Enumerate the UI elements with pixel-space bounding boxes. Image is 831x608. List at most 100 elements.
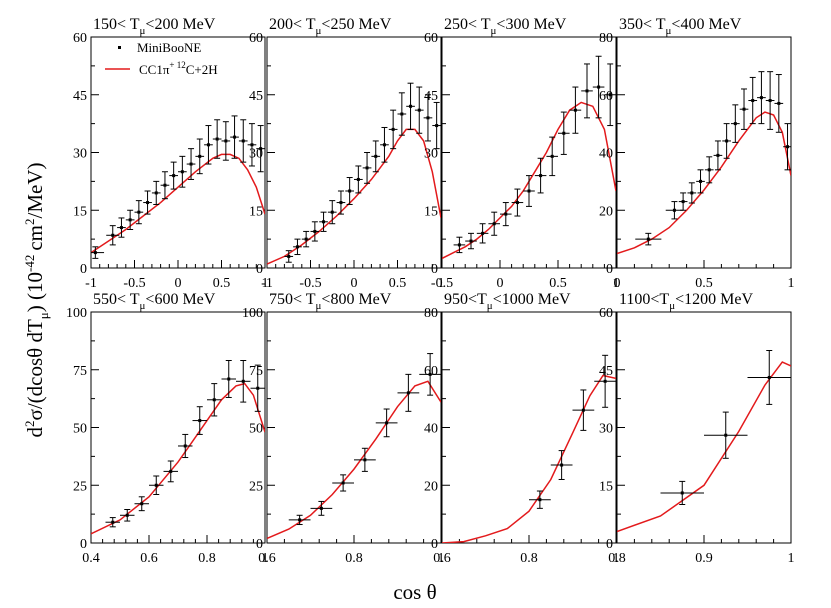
y-tick-label: 0	[606, 262, 613, 277]
panel-title: 150< Tμ<200 MeV	[93, 16, 216, 37]
y-tick-label: 0	[80, 537, 87, 552]
data-point	[660, 480, 704, 505]
data-marker	[426, 116, 430, 120]
data-marker	[724, 433, 728, 437]
data-point	[696, 169, 705, 194]
y-tick-label: 0	[431, 537, 438, 552]
panel-title: 750< Tμ<800 MeV	[269, 291, 392, 312]
data-point	[635, 232, 662, 246]
data-marker	[250, 143, 254, 147]
data-marker	[140, 502, 144, 506]
x-tick-label: 1	[438, 276, 445, 291]
x-tick-label: -0.5	[431, 276, 453, 291]
y-tick-label: 25	[73, 479, 87, 494]
data-marker	[128, 218, 132, 222]
data-point	[221, 360, 236, 398]
data-marker	[581, 408, 585, 412]
y-tick-label: 30	[424, 147, 438, 162]
data-marker	[259, 147, 263, 151]
data-marker	[169, 469, 173, 473]
data-marker	[304, 237, 308, 241]
data-point	[488, 211, 500, 236]
x-tick-label: 0.6	[140, 551, 158, 566]
data-point	[186, 148, 196, 180]
x-tick-label: 0	[614, 276, 621, 291]
y-tick-label: 100	[66, 306, 87, 321]
data-marker	[699, 179, 703, 183]
data-point	[117, 217, 126, 238]
y-tick-label: 50	[73, 422, 87, 437]
data-marker	[759, 96, 763, 100]
y-tick-label: 15	[73, 204, 87, 219]
data-marker	[256, 386, 260, 390]
data-marker	[777, 101, 781, 105]
x-tick-label: 0.8	[345, 551, 363, 566]
svg-text:d2σ/(dcosθ dTμ) (10-42cm2/MeV): d2σ/(dcosθ dTμ) (10-42cm2/MeV)	[22, 162, 51, 437]
y-tick-label: 75	[73, 364, 87, 379]
data-point	[143, 190, 152, 215]
y-tick-label: 0	[606, 537, 613, 552]
data-point	[106, 225, 120, 246]
legend: MiniBooNE CC1π+ 12C+2H	[105, 40, 218, 77]
y-tick-label: 45	[73, 89, 87, 104]
data-marker	[573, 108, 577, 112]
data-marker	[313, 229, 317, 233]
data-marker	[180, 170, 184, 174]
data-point	[125, 209, 135, 230]
data-marker	[457, 243, 461, 247]
y-tick-label: 60	[599, 306, 613, 321]
data-point	[678, 192, 688, 211]
data-point	[336, 190, 346, 215]
x-tick-label: 1	[788, 551, 795, 566]
data-marker	[212, 398, 216, 402]
data-point	[301, 230, 311, 248]
data-marker	[400, 112, 404, 116]
data-marker	[125, 513, 129, 517]
data-marker	[287, 254, 291, 258]
data-marker	[172, 174, 176, 178]
data-point	[774, 74, 784, 133]
data-marker	[154, 483, 158, 487]
y-tick-label: 20	[599, 204, 613, 219]
data-marker	[348, 189, 352, 193]
x-tick-label: 0.6	[258, 551, 276, 566]
data-point	[704, 156, 714, 184]
x-tick-label: 0.5	[389, 276, 407, 291]
data-point	[236, 360, 251, 403]
y-tick-label: 0	[80, 262, 87, 277]
x-tick-label: 1	[613, 276, 620, 291]
data-marker	[93, 251, 97, 255]
model-curve	[617, 361, 791, 533]
y-tick-label: 45	[424, 89, 438, 104]
y-axis-label: d2σ/(dcosθ dTμ) (10-42cm2/MeV)	[22, 162, 51, 437]
data-point	[192, 406, 207, 435]
panel-4: 0 20 40 60 80 0 0.5 1 350< Tμ<400 MeV	[599, 16, 795, 291]
panel-frame	[441, 311, 617, 544]
data-point	[204, 125, 213, 165]
model-curve	[91, 382, 265, 535]
data-marker	[189, 162, 193, 166]
y-tick-label: 80	[599, 31, 613, 46]
panel-frame	[266, 36, 442, 269]
y-tick-label: 60	[424, 364, 438, 379]
data-marker	[539, 174, 543, 178]
data-marker	[680, 491, 684, 495]
data-marker	[391, 127, 395, 131]
data-marker	[154, 191, 158, 195]
data-point	[594, 354, 616, 408]
model-curve	[442, 374, 616, 543]
data-point	[581, 63, 593, 119]
data-marker	[435, 124, 439, 128]
panel-5: 0 25 50 75 100 0.4 0.6 0.8 1 550< Tμ<600 MeV	[66, 291, 269, 566]
model-curve	[267, 128, 441, 265]
y-tick-label: 15	[424, 204, 438, 219]
x-tick-label: 0.4	[82, 551, 100, 566]
data-marker	[681, 200, 685, 204]
data-marker	[322, 220, 326, 224]
data-point	[783, 123, 791, 171]
data-point	[362, 152, 372, 184]
data-marker	[690, 191, 694, 195]
data-marker	[527, 189, 531, 193]
data-marker	[146, 201, 150, 205]
data-marker	[716, 153, 720, 157]
